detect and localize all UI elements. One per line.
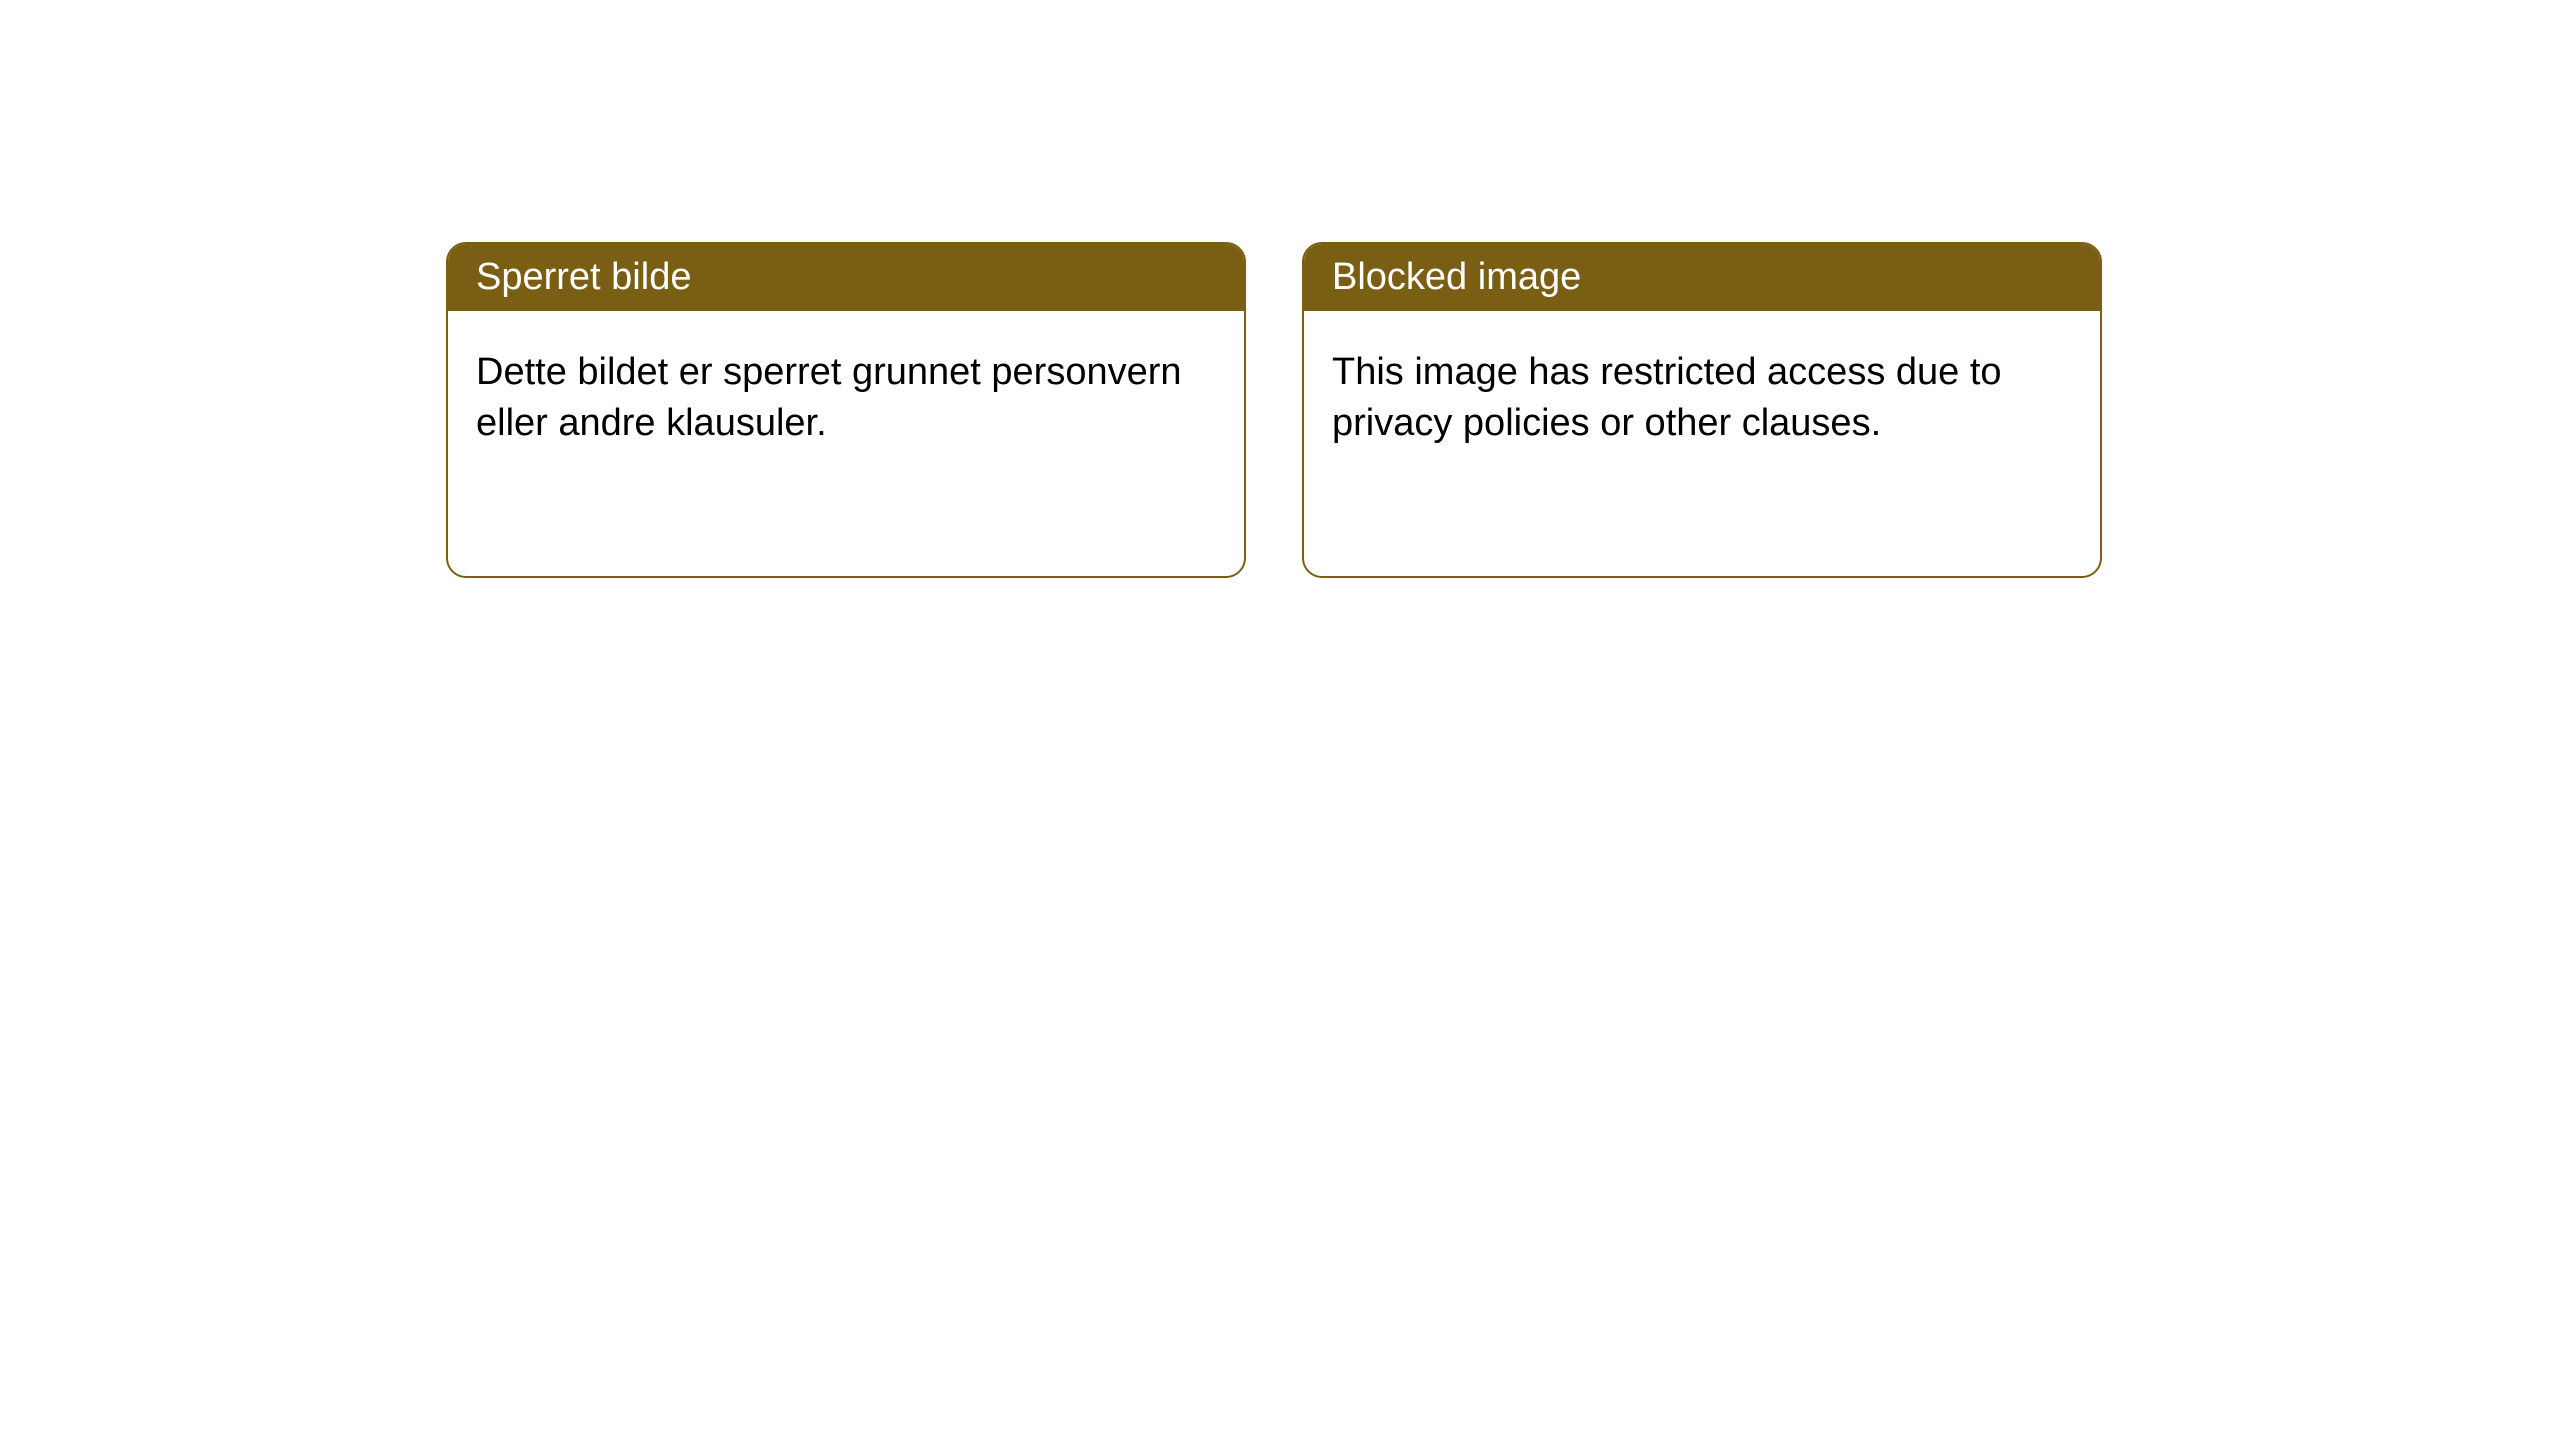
notice-container: Sperret bilde Dette bildet er sperret gr…	[0, 0, 2560, 578]
notice-header: Sperret bilde	[448, 244, 1244, 311]
notice-body: Dette bildet er sperret grunnet personve…	[448, 311, 1244, 486]
notice-title: Sperret bilde	[476, 256, 691, 298]
notice-body: This image has restricted access due to …	[1304, 311, 2100, 486]
notice-header: Blocked image	[1304, 244, 2100, 311]
notice-body-text: Dette bildet er sperret grunnet personve…	[476, 351, 1182, 444]
notice-body-text: This image has restricted access due to …	[1332, 351, 2002, 444]
notice-card-norwegian: Sperret bilde Dette bildet er sperret gr…	[446, 242, 1246, 578]
notice-card-english: Blocked image This image has restricted …	[1302, 242, 2102, 578]
notice-title: Blocked image	[1332, 256, 1581, 298]
